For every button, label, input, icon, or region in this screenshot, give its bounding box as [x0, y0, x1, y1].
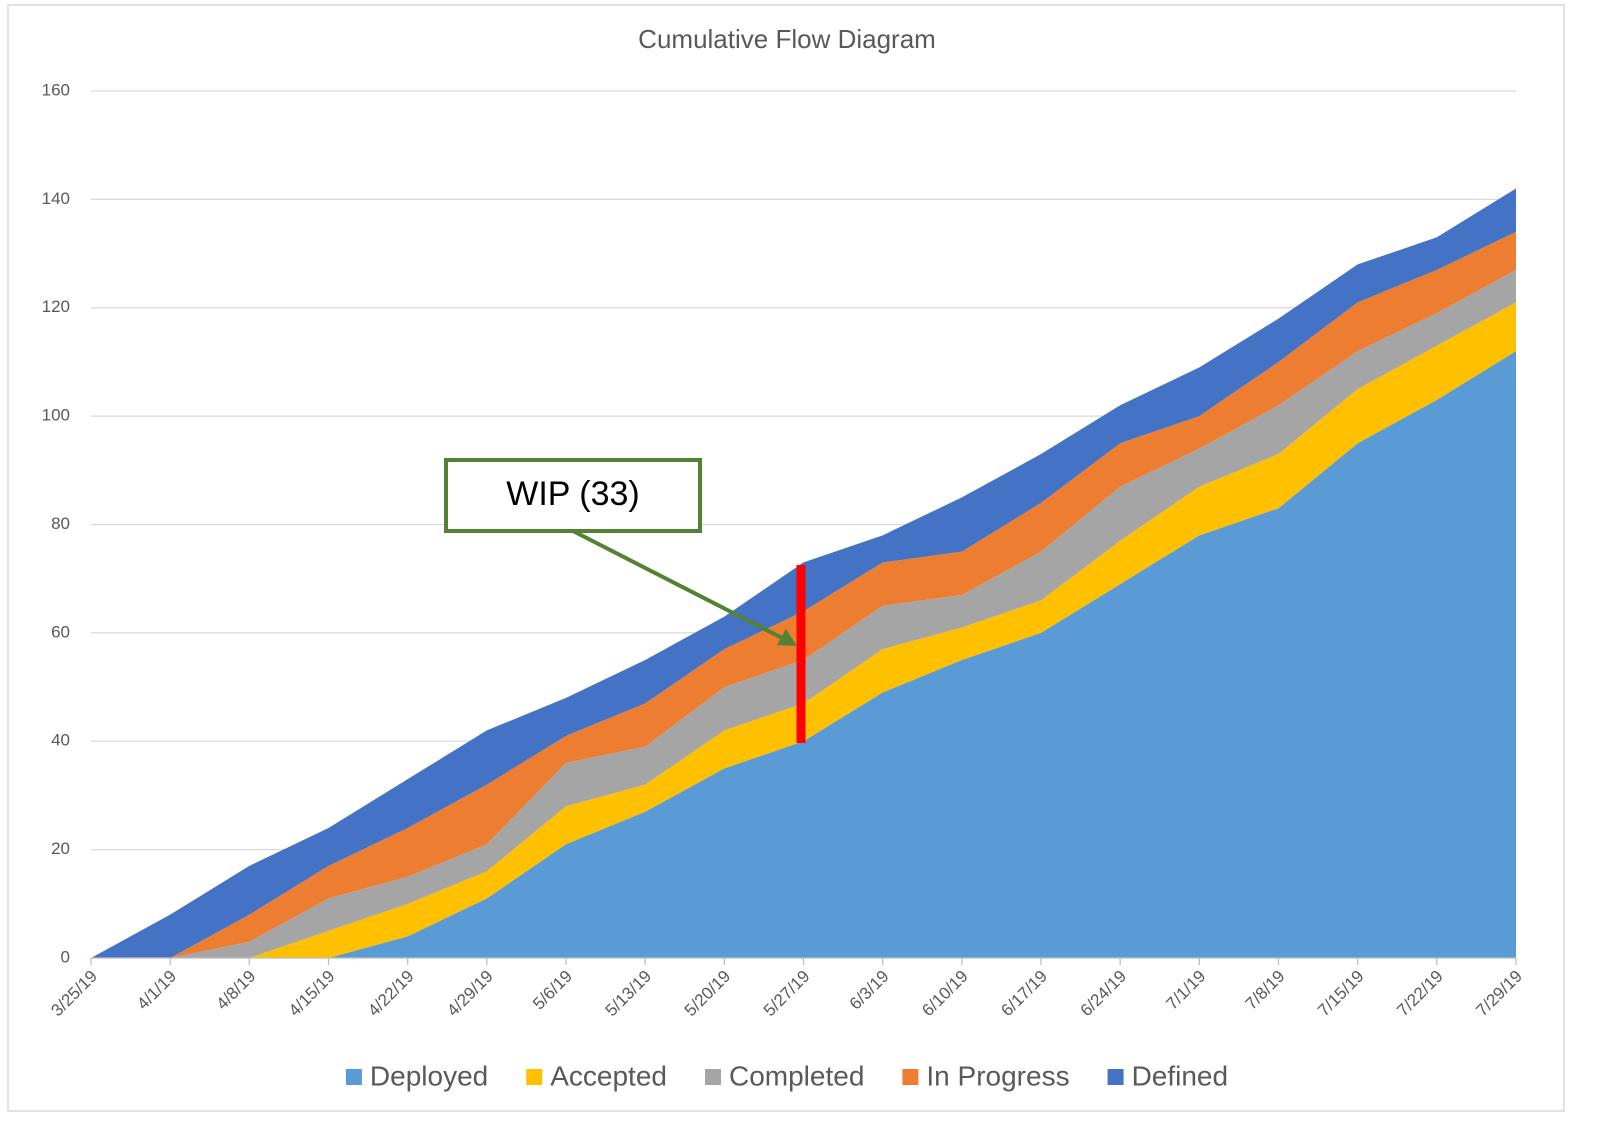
legend-item: Defined: [1107, 1060, 1229, 1091]
annotation: WIP (33): [444, 458, 806, 743]
legend-item: Completed: [704, 1060, 864, 1091]
y-tick-label: 40: [51, 731, 70, 750]
y-tick-label: 140: [42, 189, 70, 208]
legend-swatch: [1107, 1069, 1124, 1085]
chart-title: Cumulative Flow Diagram: [638, 24, 936, 54]
legend-swatch: [704, 1069, 721, 1085]
legend: Deployed Accepted Completed In Progress Defi…: [345, 1060, 1229, 1091]
legend-label: Completed: [729, 1060, 864, 1091]
y-tick-label: 60: [51, 622, 70, 641]
y-tick-label: 100: [42, 406, 70, 425]
area: [91, 351, 1516, 959]
legend-label: Defined: [1132, 1060, 1229, 1091]
annotation-arrow: [572, 529, 783, 640]
annotation-text: WIP (33): [506, 475, 640, 513]
y-tick-label: 20: [51, 839, 70, 858]
area: [91, 231, 1516, 958]
legend-swatch: [345, 1069, 362, 1085]
annotation-box: [444, 458, 702, 533]
legend-label: Deployed: [370, 1060, 488, 1091]
y-tick-label: 120: [42, 297, 70, 316]
legend-label: Accepted: [550, 1060, 667, 1091]
legend-swatch: [526, 1069, 543, 1085]
legend-swatch: [902, 1069, 919, 1085]
wip-bar: [796, 565, 806, 743]
legend-item: In Progress: [902, 1060, 1070, 1091]
legend-item: Accepted: [526, 1060, 667, 1091]
y-tick-label: 0: [61, 947, 70, 966]
y-tick-label: 160: [42, 80, 70, 99]
y-tick-label: 80: [51, 514, 70, 533]
annotation-arrowhead: [777, 629, 797, 646]
legend-label: In Progress: [926, 1060, 1069, 1091]
legend-item: Deployed: [345, 1060, 488, 1091]
